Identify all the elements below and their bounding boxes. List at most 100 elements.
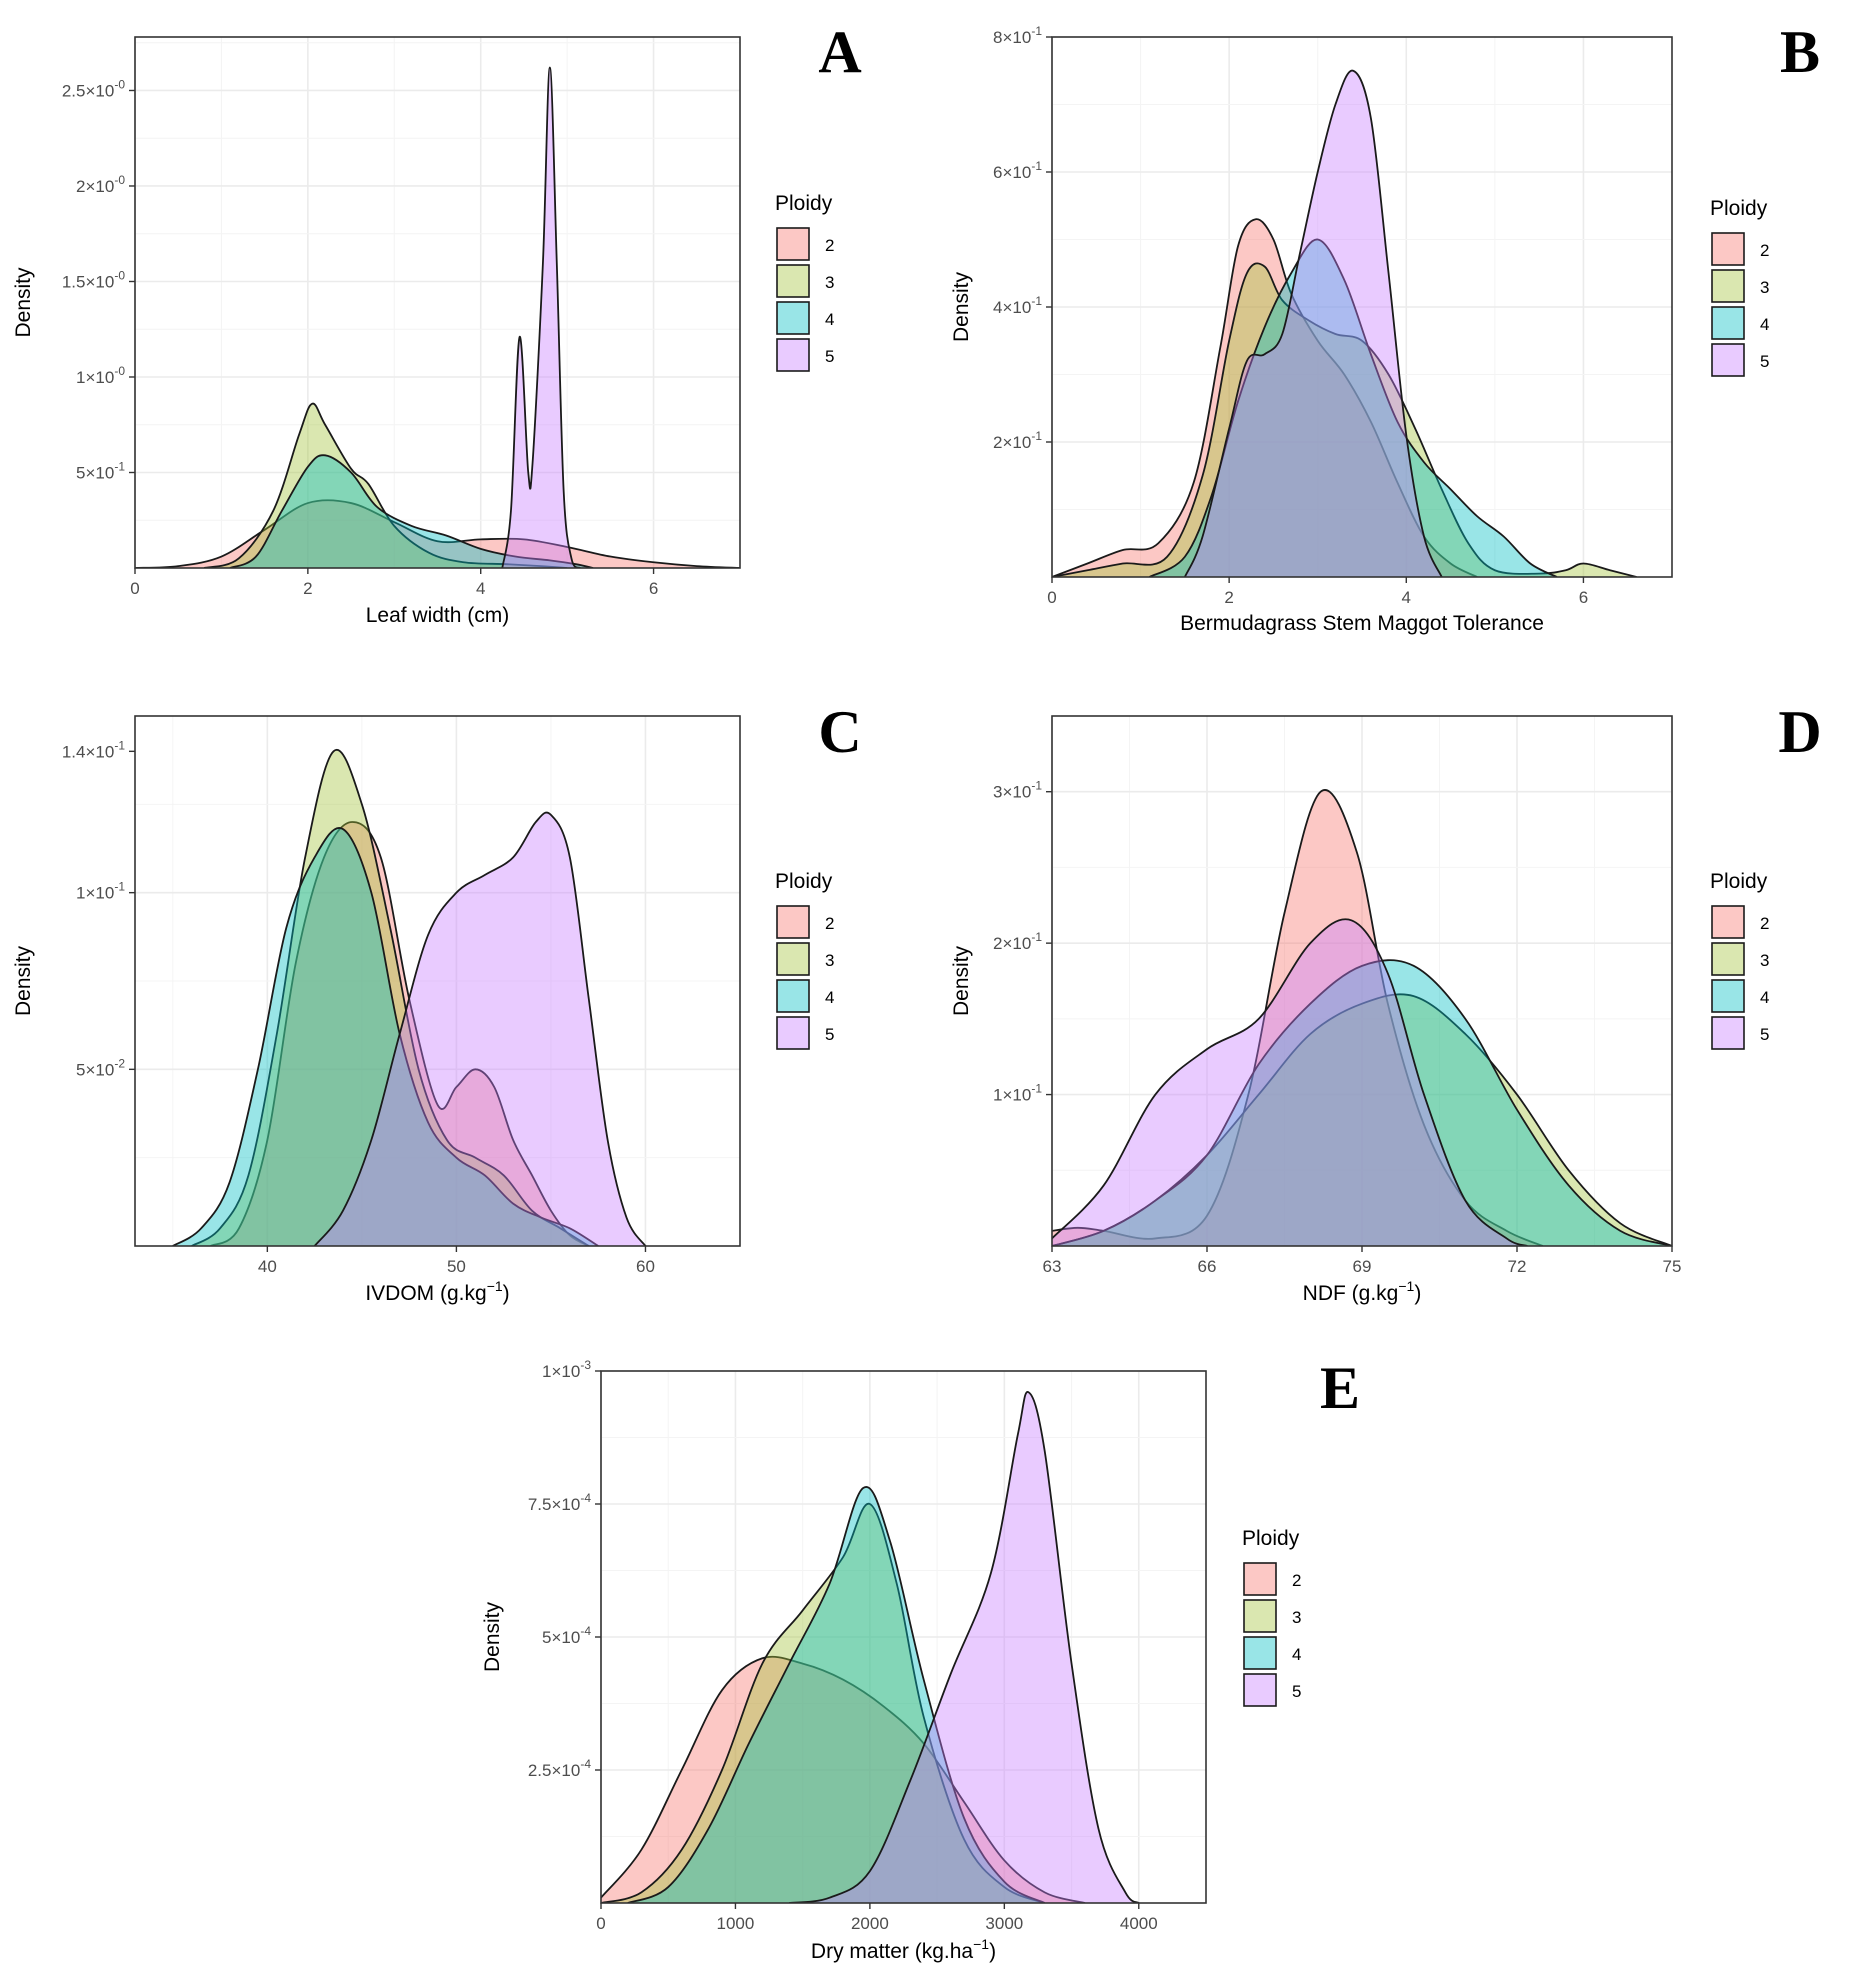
panel-a-density-fill-ploidy-2 xyxy=(135,500,740,568)
panel-e-density-line-ploidy-4 xyxy=(627,1486,1046,1903)
panel-d-legend-key-3 xyxy=(1711,942,1745,976)
panel-c-legend: Ploidy 2 3 4 5 xyxy=(775,870,834,1050)
panel-e-density-fill-ploidy-3 xyxy=(601,1503,1045,1903)
panel-d-x-tick-label: 66 xyxy=(1198,1257,1217,1276)
panel-c-y-axis-title: Density xyxy=(12,945,35,1016)
panel-c-density-fill-ploidy-3 xyxy=(191,749,589,1246)
panel-d-density-line-ploidy-4 xyxy=(1052,959,1672,1246)
panel-d-legend-label-4: 4 xyxy=(1760,988,1769,1007)
panel-d-legend-key-2 xyxy=(1711,905,1745,939)
panel-b-y-tick-label: 6×10-1 xyxy=(993,159,1042,182)
panel-e-density-areas xyxy=(601,1391,1140,1903)
panel-e-x-tick-label: 2000 xyxy=(851,1914,889,1933)
panel-b-x-tick-label: 6 xyxy=(1579,588,1588,607)
panel-c-legend-title: Ploidy xyxy=(775,870,833,893)
panel-c: 40 50 60 5×10-2 1×10-1 1.4×10-1 IVDOM (g.kg−1)… xyxy=(12,699,862,1305)
panel-c-density-fill-ploidy-5 xyxy=(314,812,646,1246)
panel-a-y-tick-label: 2×10-0 xyxy=(76,173,125,196)
panel-b-legend-label-4: 4 xyxy=(1760,315,1769,334)
panel-d-y-axis-title: Density xyxy=(950,945,973,1016)
panel-e-legend-key-5 xyxy=(1243,1673,1277,1707)
panel-b-legend-key-3 xyxy=(1711,269,1745,303)
panel-e-legend-title: Ploidy xyxy=(1242,1527,1300,1550)
panel-c-density-line-ploidy-4 xyxy=(172,827,599,1246)
panel-e-density-line-ploidy-3 xyxy=(601,1503,1046,1903)
panel-d: 63 66 69 72 75 1×10-1 2×10-1 3×10-1 NDF (g.kg−1)… xyxy=(950,699,1822,1305)
panel-d-density-line-ploidy-2 xyxy=(1052,789,1544,1246)
panel-a-density-areas xyxy=(135,66,740,568)
panel-a-legend-key-2 xyxy=(776,227,810,261)
panel-e-legend-label-4: 4 xyxy=(1292,1645,1301,1664)
panel-a-density-line-ploidy-5 xyxy=(501,66,581,568)
panel-d-density-fill-ploidy-2 xyxy=(1052,789,1543,1246)
panel-e-legend: Ploidy 2 3 4 5 xyxy=(1242,1527,1301,1707)
panel-e-density-fill-ploidy-5 xyxy=(789,1391,1139,1903)
panel-c-x-tick-label: 50 xyxy=(447,1257,466,1276)
panel-d-x-tick-label: 75 xyxy=(1663,1257,1682,1276)
panel-e-x-axis-title: Dry matter (kg.ha−1) xyxy=(811,1936,996,1963)
panel-a-y-tick-label: 2.5×10-0 xyxy=(62,77,125,100)
panel-c-legend-label-2: 2 xyxy=(825,914,834,933)
panel-b-x-tick-label: 2 xyxy=(1224,588,1233,607)
panel-e: 0 1000 2000 3000 4000 2.5×10-4 5×10-4 7.5×10-4 1… xyxy=(481,1355,1360,1963)
panel-a-plot-background xyxy=(135,37,740,568)
panel-b-density-fill-ploidy-5 xyxy=(1184,70,1442,577)
panel-b-legend-key-2 xyxy=(1711,232,1745,266)
panel-e-legend-key-2 xyxy=(1243,1562,1277,1596)
panel-b-legend-key-4 xyxy=(1711,306,1745,340)
panel-a-y-axis-title: Density xyxy=(12,267,35,338)
panel-c-panel-letter: C xyxy=(818,699,861,765)
panel-c-x-axis-title: IVDOM (g.kg−1) xyxy=(365,1278,509,1305)
panel-c-density-areas xyxy=(172,748,647,1246)
panel-e-x-tick-label: 3000 xyxy=(985,1914,1023,1933)
panel-a-x-tick-label: 4 xyxy=(476,579,485,598)
panel-d-legend-key-5 xyxy=(1711,1016,1745,1050)
panel-c-legend-key-5 xyxy=(776,1016,810,1050)
panel-c-legend-key-4 xyxy=(776,979,810,1013)
panel-a-legend-label-4: 4 xyxy=(825,310,834,329)
panel-e-legend-key-4 xyxy=(1243,1636,1277,1670)
panel-a-legend: Ploidy 2 3 4 5 xyxy=(775,192,834,372)
panel-a-x-tick-label: 6 xyxy=(649,579,658,598)
panel-b-legend-label-2: 2 xyxy=(1760,241,1769,260)
panel-e-legend-label-2: 2 xyxy=(1292,1571,1301,1590)
panel-c-y-tick-label: 1×10-1 xyxy=(76,880,125,903)
panel-b-density-areas xyxy=(1052,69,1637,577)
panel-e-legend-key-3 xyxy=(1243,1599,1277,1633)
panel-d-legend: Ploidy 2 3 4 5 xyxy=(1710,870,1769,1050)
panel-b-y-tick-label: 2×10-1 xyxy=(993,429,1042,452)
panel-d-density-fill-ploidy-4 xyxy=(1052,960,1672,1246)
panel-b-density-fill-ploidy-2 xyxy=(1052,219,1478,577)
panel-e-y-tick-label: 2.5×10-4 xyxy=(528,1757,591,1780)
panel-a-legend-title: Ploidy xyxy=(775,192,833,215)
panel-a-legend-label-5: 5 xyxy=(825,347,834,366)
panel-a-density-fill-ploidy-3 xyxy=(204,403,568,568)
panel-a-y-tick-label: 1×10-0 xyxy=(76,364,125,387)
panel-e-legend-label-5: 5 xyxy=(1292,1682,1301,1701)
panel-b-legend-label-3: 3 xyxy=(1760,278,1769,297)
panel-d-x-tick-label: 72 xyxy=(1508,1257,1527,1276)
panel-a-panel-border xyxy=(134,36,741,569)
panel-c-legend-key-2 xyxy=(776,905,810,939)
panel-e-y-tick-label: 5×10-4 xyxy=(542,1624,591,1647)
panel-d-legend-label-2: 2 xyxy=(1760,914,1769,933)
panel-c-density-line-ploidy-2 xyxy=(210,821,590,1246)
panel-c-panel-border xyxy=(134,715,741,1247)
panel-b-density-fill-ploidy-4 xyxy=(1149,239,1557,577)
panel-b-x-axis-title: Bermudagrass Stem Maggot Tolerance xyxy=(1180,612,1544,635)
panel-b-legend-title: Ploidy xyxy=(1710,197,1768,220)
panel-d-x-axis-title: NDF (g.kg−1) xyxy=(1303,1278,1422,1305)
panel-e-density-line-ploidy-5 xyxy=(789,1391,1140,1903)
panel-b-legend-label-5: 5 xyxy=(1760,352,1769,371)
panel-a-density-line-ploidy-4 xyxy=(229,454,594,568)
panel-a-legend-label-2: 2 xyxy=(825,236,834,255)
panel-b-panel-letter: B xyxy=(1780,19,1820,85)
panel-d-panel-letter: D xyxy=(1778,699,1821,765)
panel-a-x-tick-label: 2 xyxy=(303,579,312,598)
panel-d-y-tick-label: 3×10-1 xyxy=(993,779,1042,802)
panel-b-density-line-ploidy-5 xyxy=(1184,69,1443,577)
panel-c-y-tick-label: 1.4×10-1 xyxy=(62,738,125,761)
panel-a-x-axis-title: Leaf width (cm) xyxy=(366,604,510,627)
panel-c-density-fill-ploidy-4 xyxy=(172,827,599,1246)
